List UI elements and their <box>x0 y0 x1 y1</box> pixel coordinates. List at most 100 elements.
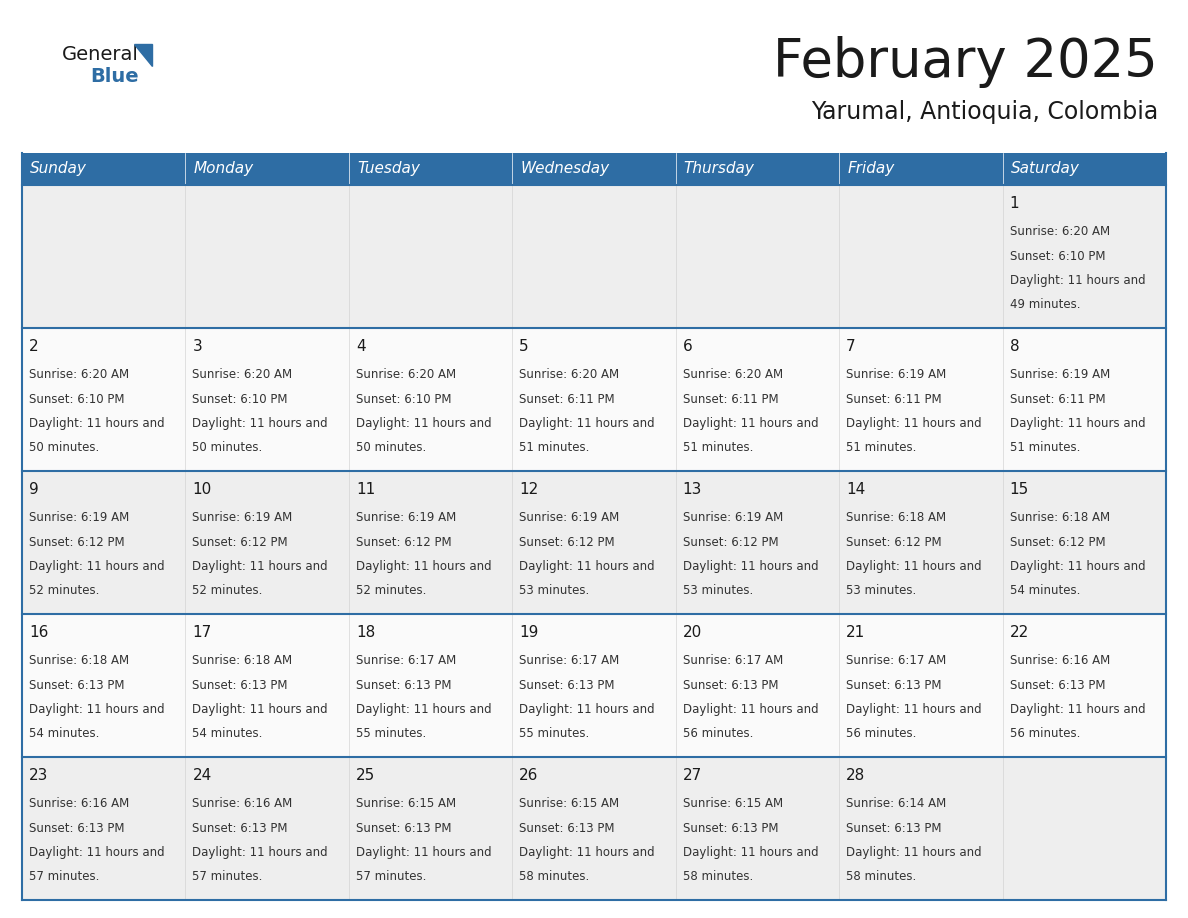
Text: Sunrise: 6:18 AM: Sunrise: 6:18 AM <box>29 655 129 667</box>
Text: 56 minutes.: 56 minutes. <box>683 727 753 741</box>
Text: Sunrise: 6:15 AM: Sunrise: 6:15 AM <box>519 797 619 811</box>
Text: Sunday: Sunday <box>30 162 87 176</box>
Text: Daylight: 11 hours and: Daylight: 11 hours and <box>683 846 819 859</box>
Bar <box>676 471 839 614</box>
Polygon shape <box>134 44 152 66</box>
Text: Sunset: 6:13 PM: Sunset: 6:13 PM <box>519 822 614 834</box>
Text: Sunrise: 6:18 AM: Sunrise: 6:18 AM <box>1010 511 1110 524</box>
Text: Sunrise: 6:20 AM: Sunrise: 6:20 AM <box>519 368 619 381</box>
Bar <box>1003 471 1165 614</box>
Text: Sunset: 6:12 PM: Sunset: 6:12 PM <box>192 535 287 549</box>
Text: Sunrise: 6:15 AM: Sunrise: 6:15 AM <box>683 797 783 811</box>
Text: Sunrise: 6:20 AM: Sunrise: 6:20 AM <box>192 368 292 381</box>
Text: Sunrise: 6:17 AM: Sunrise: 6:17 AM <box>519 655 619 667</box>
Bar <box>23 328 185 471</box>
Text: Sunset: 6:13 PM: Sunset: 6:13 PM <box>356 678 451 691</box>
Bar <box>512 328 676 471</box>
Bar <box>185 614 349 757</box>
Text: Daylight: 11 hours and: Daylight: 11 hours and <box>1010 274 1145 287</box>
Text: Sunrise: 6:20 AM: Sunrise: 6:20 AM <box>356 368 456 381</box>
Text: Sunset: 6:13 PM: Sunset: 6:13 PM <box>846 678 942 691</box>
Text: Sunset: 6:10 PM: Sunset: 6:10 PM <box>29 393 125 406</box>
Text: Monday: Monday <box>194 162 253 176</box>
Bar <box>349 614 512 757</box>
Text: 25: 25 <box>356 768 375 783</box>
Bar <box>839 471 1003 614</box>
Text: Daylight: 11 hours and: Daylight: 11 hours and <box>846 560 981 573</box>
Bar <box>1003 185 1165 328</box>
Text: 53 minutes.: 53 minutes. <box>519 585 589 598</box>
Text: 7: 7 <box>846 340 855 354</box>
Bar <box>512 185 676 328</box>
Bar <box>1003 153 1165 185</box>
Text: 55 minutes.: 55 minutes. <box>519 727 589 741</box>
Text: 12: 12 <box>519 483 538 498</box>
Text: Sunrise: 6:18 AM: Sunrise: 6:18 AM <box>192 655 292 667</box>
Text: 1: 1 <box>1010 196 1019 211</box>
Text: 4: 4 <box>356 340 366 354</box>
Text: Daylight: 11 hours and: Daylight: 11 hours and <box>192 703 328 716</box>
Text: 57 minutes.: 57 minutes. <box>356 870 426 883</box>
Text: Sunrise: 6:19 AM: Sunrise: 6:19 AM <box>192 511 292 524</box>
Text: Sunrise: 6:19 AM: Sunrise: 6:19 AM <box>519 511 619 524</box>
Bar <box>676 614 839 757</box>
Text: Daylight: 11 hours and: Daylight: 11 hours and <box>29 846 165 859</box>
Text: Sunrise: 6:14 AM: Sunrise: 6:14 AM <box>846 797 947 811</box>
Text: Sunset: 6:11 PM: Sunset: 6:11 PM <box>846 393 942 406</box>
Text: Daylight: 11 hours and: Daylight: 11 hours and <box>356 560 492 573</box>
Text: Daylight: 11 hours and: Daylight: 11 hours and <box>683 703 819 716</box>
Text: 17: 17 <box>192 625 211 641</box>
Text: 28: 28 <box>846 768 865 783</box>
Text: Daylight: 11 hours and: Daylight: 11 hours and <box>846 703 981 716</box>
Text: Sunrise: 6:19 AM: Sunrise: 6:19 AM <box>1010 368 1110 381</box>
Text: 50 minutes.: 50 minutes. <box>192 442 263 454</box>
Text: Daylight: 11 hours and: Daylight: 11 hours and <box>192 417 328 430</box>
Text: Daylight: 11 hours and: Daylight: 11 hours and <box>1010 417 1145 430</box>
Bar <box>839 153 1003 185</box>
Text: Sunset: 6:11 PM: Sunset: 6:11 PM <box>1010 393 1105 406</box>
Bar <box>676 153 839 185</box>
Text: Sunrise: 6:16 AM: Sunrise: 6:16 AM <box>1010 655 1110 667</box>
Text: 9: 9 <box>29 483 39 498</box>
Bar <box>23 153 185 185</box>
Bar <box>839 328 1003 471</box>
Text: Sunset: 6:10 PM: Sunset: 6:10 PM <box>356 393 451 406</box>
Text: 2: 2 <box>29 340 39 354</box>
Text: Sunrise: 6:17 AM: Sunrise: 6:17 AM <box>683 655 783 667</box>
Bar <box>839 614 1003 757</box>
Text: Daylight: 11 hours and: Daylight: 11 hours and <box>519 560 655 573</box>
Text: Daylight: 11 hours and: Daylight: 11 hours and <box>192 560 328 573</box>
Text: Sunset: 6:13 PM: Sunset: 6:13 PM <box>683 678 778 691</box>
Text: 51 minutes.: 51 minutes. <box>683 442 753 454</box>
Text: 54 minutes.: 54 minutes. <box>1010 585 1080 598</box>
Text: Daylight: 11 hours and: Daylight: 11 hours and <box>846 417 981 430</box>
Text: Daylight: 11 hours and: Daylight: 11 hours and <box>29 703 165 716</box>
Text: 15: 15 <box>1010 483 1029 498</box>
Bar <box>839 757 1003 900</box>
Text: Daylight: 11 hours and: Daylight: 11 hours and <box>683 417 819 430</box>
Text: 52 minutes.: 52 minutes. <box>29 585 100 598</box>
Text: 51 minutes.: 51 minutes. <box>519 442 589 454</box>
Bar <box>676 757 839 900</box>
Text: 24: 24 <box>192 768 211 783</box>
Bar <box>349 757 512 900</box>
Text: 19: 19 <box>519 625 538 641</box>
Text: Sunset: 6:10 PM: Sunset: 6:10 PM <box>192 393 287 406</box>
Text: Sunset: 6:13 PM: Sunset: 6:13 PM <box>519 678 614 691</box>
Text: Thursday: Thursday <box>684 162 754 176</box>
Text: Yarumal, Antioquia, Colombia: Yarumal, Antioquia, Colombia <box>810 100 1158 124</box>
Bar <box>676 185 839 328</box>
Text: Daylight: 11 hours and: Daylight: 11 hours and <box>356 846 492 859</box>
Text: Sunset: 6:12 PM: Sunset: 6:12 PM <box>356 535 451 549</box>
Bar <box>512 153 676 185</box>
Text: Sunrise: 6:20 AM: Sunrise: 6:20 AM <box>29 368 129 381</box>
Text: Sunrise: 6:20 AM: Sunrise: 6:20 AM <box>1010 225 1110 239</box>
Text: 10: 10 <box>192 483 211 498</box>
Text: Tuesday: Tuesday <box>356 162 419 176</box>
Text: 56 minutes.: 56 minutes. <box>846 727 916 741</box>
Text: Sunrise: 6:18 AM: Sunrise: 6:18 AM <box>846 511 947 524</box>
Text: Sunset: 6:10 PM: Sunset: 6:10 PM <box>1010 250 1105 263</box>
Bar <box>185 757 349 900</box>
Text: Sunrise: 6:19 AM: Sunrise: 6:19 AM <box>683 511 783 524</box>
Text: Wednesday: Wednesday <box>520 162 609 176</box>
